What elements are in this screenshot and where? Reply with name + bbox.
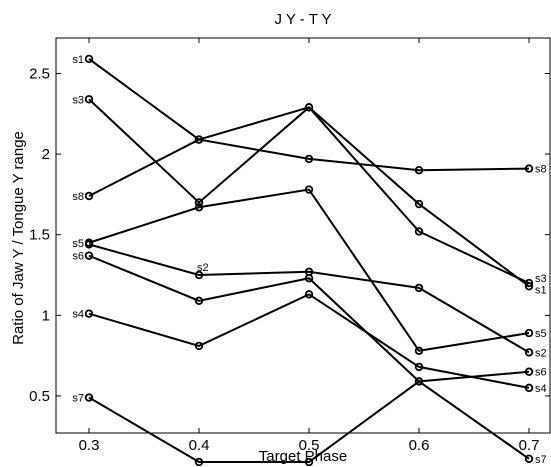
data-point-s2 [414, 283, 424, 293]
data-point-s4 [414, 362, 424, 372]
data-point-s5 [524, 328, 534, 338]
series-label-right: s1 [535, 285, 547, 297]
series-label-right: s5 [535, 328, 547, 340]
data-point-s7 [524, 454, 534, 463]
x-tick-label: 0.7 [519, 437, 540, 454]
data-point-s3 [414, 227, 424, 236]
data-point-s6 [304, 274, 314, 283]
data-point-s7 [414, 377, 424, 386]
data-point-s4 [304, 290, 314, 299]
series-line-s8 [88, 138, 530, 197]
series-label-left: s7 [72, 393, 84, 405]
data-point-s8 [524, 164, 534, 173]
y-tick-label: 2.5 [29, 65, 50, 82]
data-point-s5 [304, 185, 314, 194]
series-line-s5 [88, 188, 530, 352]
series-line-s3 [88, 98, 530, 284]
series-label-right: s7 [535, 454, 547, 466]
series-label-right: s8 [535, 164, 547, 176]
series-line-s6 [88, 254, 530, 383]
series-line-s4 [88, 293, 530, 389]
data-point-s5 [414, 346, 424, 355]
series-label-right: s3 [535, 273, 547, 285]
series-label-right: s2 [535, 347, 547, 359]
series-label-left: s1 [72, 54, 84, 66]
data-point-s6 [524, 367, 534, 376]
x-tick-label: 0.6 [409, 437, 430, 454]
data-point-s4 [524, 383, 534, 393]
data-point-s3 [194, 198, 204, 207]
series-label-left: s6 [72, 251, 84, 263]
series-label-left: s5 [72, 238, 84, 250]
data-point-s4 [84, 309, 94, 318]
chart-title: J Y - T Y [275, 11, 332, 28]
series-label-left: s3 [72, 94, 84, 106]
data-point-s7 [84, 393, 94, 402]
x-axis-label: Target Phase [259, 448, 347, 465]
series-line-s2 [88, 243, 530, 354]
x-tick-label: 0.4 [189, 437, 210, 454]
data-point-s4 [194, 341, 204, 351]
series-line-s7 [88, 380, 530, 464]
series-label-inline: s2 [197, 262, 209, 274]
data-point-s5 [84, 238, 94, 247]
data-point-s1 [84, 54, 94, 64]
data-point-s2 [524, 348, 534, 357]
data-point-s3 [304, 103, 314, 112]
data-point-s7 [194, 457, 204, 467]
data-point-s8 [414, 166, 424, 175]
data-point-s8 [84, 191, 94, 201]
series-label-right: s4 [535, 383, 547, 395]
series-label-left: s4 [72, 309, 84, 321]
series-label-left: s8 [72, 191, 84, 203]
x-tick-label: 0.3 [79, 437, 100, 454]
data-point-s3 [84, 95, 94, 104]
data-point-s5 [194, 203, 204, 212]
data-point-s7 [304, 457, 314, 467]
data-point-s6 [194, 296, 204, 305]
data-point-s6 [84, 251, 94, 260]
y-tick-label: 1 [42, 307, 50, 324]
data-point-s2 [194, 270, 204, 280]
data-point-s1 [414, 199, 424, 209]
data-point-s3 [524, 278, 534, 288]
y-axis-label: Ratio of Jaw Y / Tongue Y range [10, 131, 27, 345]
data-point-s8 [304, 154, 314, 164]
x-tick-label: 0.5 [299, 437, 320, 454]
y-tick-label: 2 [42, 146, 50, 163]
data-point-s8 [194, 135, 204, 144]
y-tick-label: 1.5 [29, 227, 50, 244]
y-tick-label: 0.5 [29, 388, 50, 405]
plot-frame [55, 37, 551, 434]
series-label-right: s6 [535, 367, 547, 379]
plot-area: 0.3 0.4 0.5 0.6 0.70.511.522.5s1s3s8s5s6s4s7… [29, 37, 551, 467]
